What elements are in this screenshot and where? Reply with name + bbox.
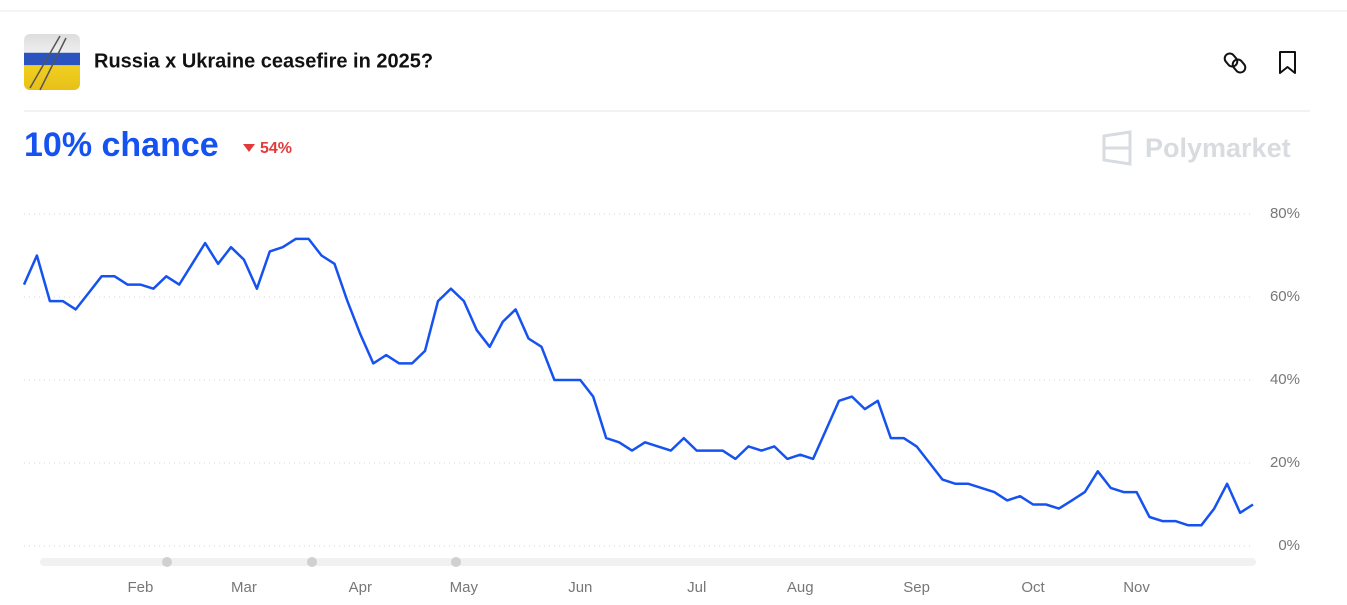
y-tick-label: 0% — [1278, 537, 1300, 554]
brand-name: Polymarket — [1145, 133, 1291, 163]
range-handle[interactable] — [307, 557, 317, 567]
icon-wire — [29, 35, 67, 91]
range-handle[interactable] — [451, 557, 461, 567]
x-tick-label: Jul — [687, 579, 706, 596]
brand-logo — [1102, 130, 1132, 166]
x-tick-label: Oct — [1021, 579, 1045, 596]
x-tick-label: Jun — [568, 579, 592, 596]
x-tick-label: Nov — [1123, 579, 1150, 596]
x-tick-label: Mar — [231, 579, 257, 596]
x-tick-label: May — [450, 579, 479, 596]
y-tick-label: 40% — [1270, 371, 1300, 388]
chance-label: 10% chance — [24, 126, 219, 164]
x-tick-label: Sep — [903, 579, 930, 596]
price-line — [22, 237, 1254, 527]
range-handle[interactable] — [162, 557, 172, 567]
x-tick-label: Feb — [128, 579, 154, 596]
x-tick-label: Aug — [787, 579, 814, 596]
range-track[interactable] — [40, 558, 1256, 566]
market-title: Russia x Ukraine ceasefire in 2025? — [94, 50, 433, 72]
link-button[interactable] — [1223, 51, 1248, 74]
down-arrow — [243, 144, 255, 152]
y-tick-label: 60% — [1270, 288, 1300, 305]
y-tick-label: 80% — [1270, 205, 1300, 222]
change-label: 54% — [260, 140, 292, 157]
y-tick-label: 20% — [1270, 454, 1300, 471]
market-icon — [24, 34, 80, 90]
bookmark-button[interactable] — [1279, 51, 1296, 74]
x-tick-label: Apr — [349, 579, 372, 596]
